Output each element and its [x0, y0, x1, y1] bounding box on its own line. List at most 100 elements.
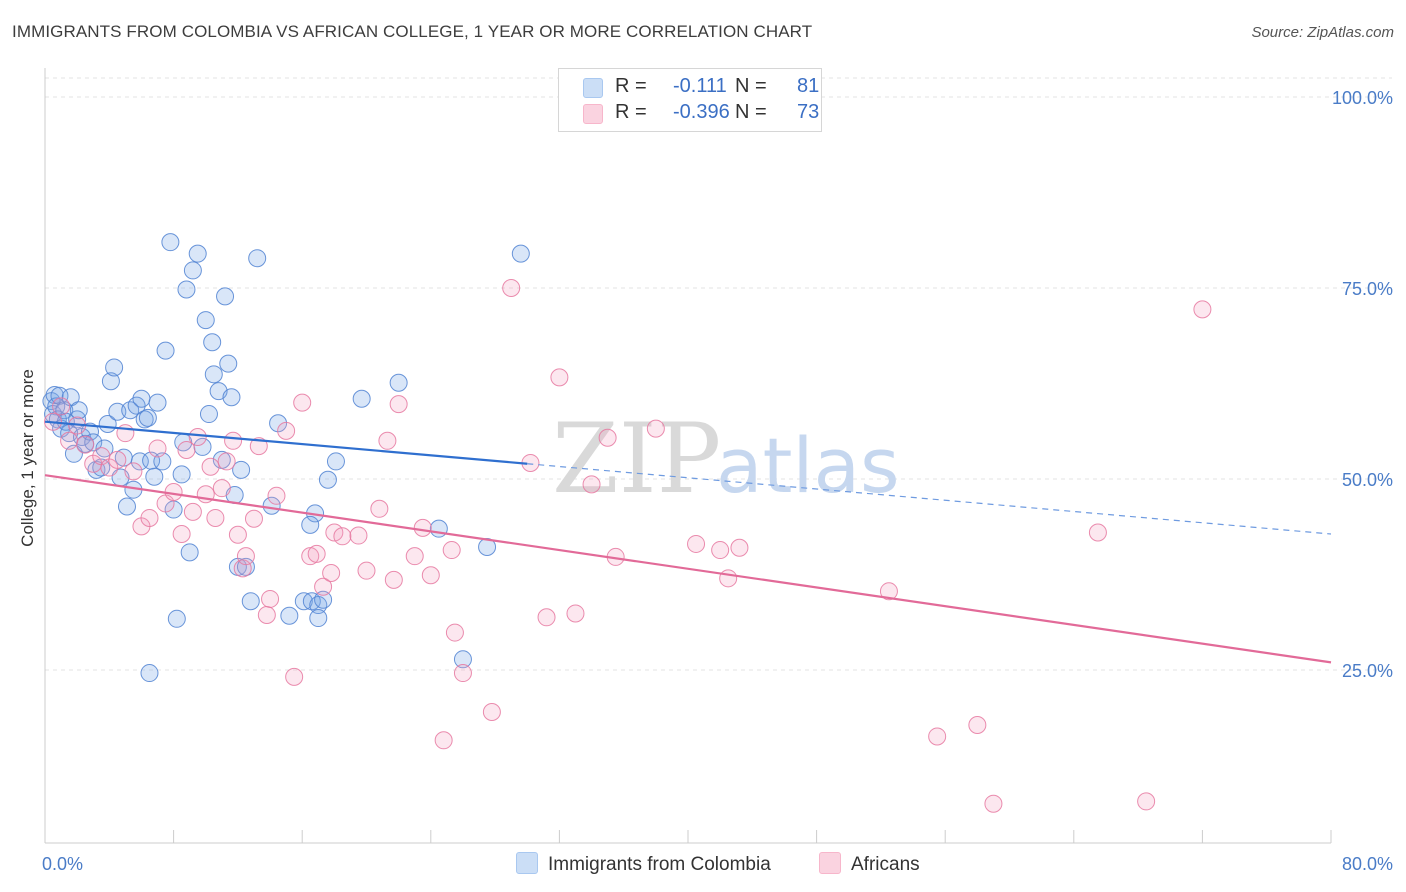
- bottom-legend-label-colombia: Immigrants from Colombia: [548, 854, 771, 875]
- point-colombia: [204, 365, 223, 384]
- point-colombia: [219, 354, 238, 373]
- point-africans: [550, 368, 569, 387]
- point-africans: [228, 525, 247, 544]
- point-colombia: [167, 609, 186, 628]
- point-colombia: [203, 333, 222, 352]
- point-colombia: [132, 389, 151, 408]
- point-africans: [537, 608, 556, 627]
- point-africans: [1137, 792, 1156, 811]
- point-colombia: [117, 497, 136, 516]
- point-colombia: [105, 358, 124, 377]
- point-africans: [378, 431, 397, 450]
- source-label: Source: ZipAtlas.com: [1251, 24, 1394, 41]
- point-colombia: [222, 388, 241, 407]
- point-africans: [261, 589, 280, 608]
- point-africans: [224, 431, 243, 450]
- point-colombia: [389, 373, 408, 392]
- point-africans: [217, 452, 236, 471]
- point-colombia: [236, 557, 255, 576]
- data-points: [42, 233, 1212, 813]
- point-colombia: [453, 650, 472, 669]
- point-africans: [482, 703, 501, 722]
- point-africans: [257, 605, 276, 624]
- point-africans: [434, 731, 453, 750]
- point-africans: [212, 479, 231, 498]
- point-africans: [322, 563, 341, 582]
- point-africans: [687, 534, 706, 553]
- point-africans: [333, 527, 352, 546]
- point-africans: [201, 457, 220, 476]
- point-africans: [60, 431, 79, 450]
- axes: [44, 68, 1332, 844]
- point-colombia: [177, 280, 196, 299]
- point-colombia: [318, 470, 337, 489]
- point-africans: [244, 509, 263, 528]
- point-africans: [357, 561, 376, 580]
- point-africans: [711, 541, 730, 560]
- point-colombia: [172, 465, 191, 484]
- point-africans: [277, 421, 296, 440]
- legend-n-label: N =: [735, 75, 767, 97]
- point-colombia: [326, 452, 345, 471]
- point-africans: [566, 604, 585, 623]
- point-colombia: [248, 249, 267, 268]
- watermark-atlas: atlas: [716, 421, 900, 510]
- point-africans: [52, 397, 71, 416]
- legend-r-label: R =: [615, 75, 647, 97]
- chart-title: IMMIGRANTS FROM COLOMBIA VS AFRICAN COLL…: [12, 22, 813, 41]
- point-africans: [307, 544, 326, 563]
- point-colombia: [232, 460, 251, 479]
- point-africans: [349, 526, 368, 545]
- point-colombia: [352, 389, 371, 408]
- point-africans: [285, 667, 304, 686]
- bottom-legend-colombia: Immigrants from Colombia: [516, 852, 771, 876]
- point-colombia: [188, 244, 207, 263]
- point-colombia: [156, 341, 175, 360]
- legend-swatch-colombia: [583, 78, 603, 98]
- bottom-legend-swatch-africans: [819, 852, 841, 874]
- point-africans: [445, 623, 464, 642]
- point-colombia: [121, 401, 140, 420]
- point-colombia: [429, 519, 448, 538]
- point-africans: [389, 395, 408, 414]
- point-colombia: [301, 515, 320, 534]
- watermark: ZIP atlas: [552, 403, 900, 515]
- point-africans: [206, 508, 225, 527]
- bottom-legend-swatch-colombia: [516, 852, 538, 874]
- point-africans: [646, 419, 665, 438]
- legend-n-value: 81: [797, 75, 820, 97]
- point-africans: [267, 486, 286, 505]
- point-africans: [177, 440, 196, 459]
- point-africans: [1088, 523, 1107, 542]
- point-africans: [598, 428, 617, 447]
- legend: R = -0.111 N = 81 R = -0.396 N = 73: [558, 68, 822, 132]
- trend-lines: [44, 420, 1332, 664]
- point-africans: [172, 525, 191, 544]
- point-africans: [236, 547, 255, 566]
- point-colombia: [138, 408, 157, 427]
- point-africans: [140, 508, 159, 527]
- y-tick-label: 25.0%: [1342, 661, 1393, 681]
- point-colombia: [161, 233, 180, 252]
- point-colombia: [241, 592, 260, 611]
- point-africans: [183, 502, 202, 521]
- point-colombia: [101, 372, 120, 391]
- point-africans: [384, 570, 403, 589]
- point-colombia: [511, 244, 530, 263]
- watermark-zip: ZIP: [552, 403, 721, 515]
- point-africans: [968, 716, 987, 735]
- legend-r-label: R =: [615, 101, 647, 123]
- legend-r-value: -0.111: [673, 75, 727, 97]
- point-africans: [370, 499, 389, 518]
- y-tick-label: 100.0%: [1332, 88, 1393, 108]
- point-colombia: [140, 664, 159, 683]
- point-colombia: [45, 385, 64, 404]
- point-africans: [442, 541, 461, 560]
- point-colombia: [148, 393, 167, 412]
- point-africans: [405, 547, 424, 566]
- point-colombia: [183, 261, 202, 280]
- point-africans: [730, 538, 749, 557]
- y-tick-label: 75.0%: [1342, 279, 1393, 299]
- point-africans: [124, 462, 143, 481]
- point-africans: [188, 427, 207, 446]
